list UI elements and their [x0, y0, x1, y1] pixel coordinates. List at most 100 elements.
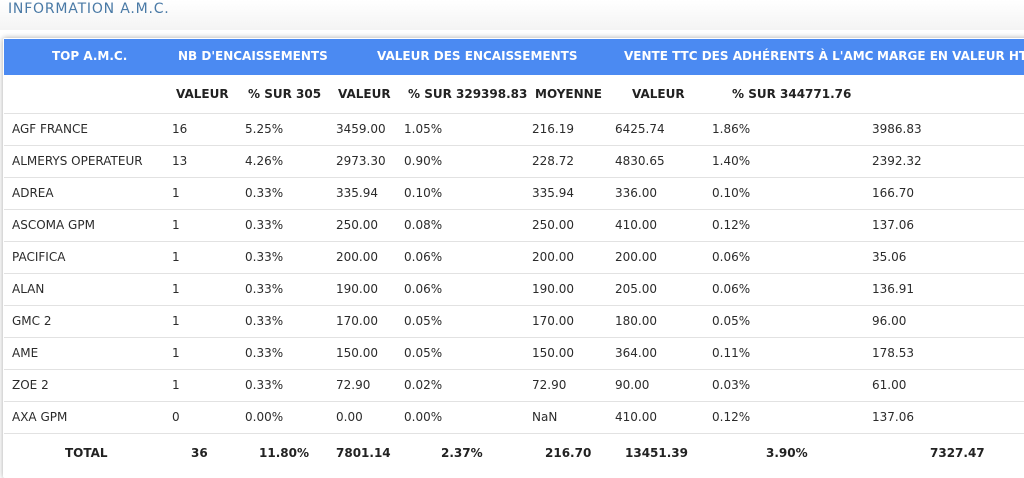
cell-nb-pct: 0.33%	[245, 282, 284, 296]
row-divider	[4, 113, 1024, 114]
header-top-amc[interactable]: TOP A.M.C.	[52, 49, 128, 63]
cell-marge: 178.53	[872, 346, 914, 360]
cell-amc-name: PACIFICA	[12, 250, 66, 264]
table-header-bar	[4, 39, 1024, 75]
cell-amc-name: ALMERYS OPERATEUR	[12, 154, 143, 168]
subheader-vente-valeur[interactable]: VALEUR	[632, 87, 685, 101]
row-divider	[4, 273, 1024, 274]
cell-vente-pct: 0.06%	[712, 282, 751, 296]
row-divider	[4, 305, 1024, 306]
header-marge[interactable]: MARGE EN VALEUR HT	[877, 49, 1024, 63]
cell-enc-valeur: 200.00	[336, 250, 378, 264]
row-divider	[4, 209, 1024, 210]
cell-marge: 96.00	[872, 314, 907, 328]
cell-enc-moyenne: 216.19	[532, 122, 574, 136]
header-valeur-encaissements[interactable]: VALEUR DES ENCAISSEMENTS	[377, 49, 578, 63]
cell-nb-valeur: 1	[172, 314, 180, 328]
cell-amc-name: AGF FRANCE	[12, 122, 88, 136]
cell-nb-pct: 0.00%	[245, 410, 284, 424]
cell-nb-pct: 0.33%	[245, 186, 284, 200]
row-divider	[4, 433, 1024, 434]
cell-marge: 136.91	[872, 282, 914, 296]
cell-nb-valeur: 0	[172, 410, 180, 424]
cell-vente-valeur: 4830.65	[615, 154, 665, 168]
cell-enc-valeur: 2973.30	[336, 154, 386, 168]
cell-amc-name: ASCOMA GPM	[12, 218, 95, 232]
cell-amc-name: ZOE 2	[12, 378, 49, 392]
cell-enc-valeur: 72.90	[336, 378, 371, 392]
cell-enc-moyenne: 228.72	[532, 154, 574, 168]
cell-enc-valeur: 190.00	[336, 282, 378, 296]
cell-enc-valeur: 3459.00	[336, 122, 386, 136]
total-marge: 7327.47	[930, 446, 985, 460]
subheader-nb-pct[interactable]: % SUR 305	[248, 87, 322, 101]
header-vente-ttc[interactable]: VENTE TTC DES ADHÉRENTS À L'AMC	[624, 49, 874, 63]
cell-nb-valeur: 1	[172, 218, 180, 232]
total-nb-pct: 11.80%	[259, 446, 309, 460]
cell-enc-pct: 0.90%	[404, 154, 443, 168]
cell-enc-moyenne: 150.00	[532, 346, 574, 360]
total-enc-moyenne: 216.70	[545, 446, 592, 460]
cell-enc-moyenne: 190.00	[532, 282, 574, 296]
cell-amc-name: ALAN	[12, 282, 45, 296]
cell-enc-valeur: 150.00	[336, 346, 378, 360]
subheader-enc-valeur[interactable]: VALEUR	[338, 87, 391, 101]
cell-amc-name: AME	[12, 346, 39, 360]
cell-enc-moyenne: 72.90	[532, 378, 567, 392]
cell-nb-valeur: 1	[172, 346, 180, 360]
total-label: TOTAL	[65, 446, 108, 460]
cell-vente-pct: 1.40%	[712, 154, 751, 168]
cell-nb-pct: 0.33%	[245, 314, 284, 328]
cell-vente-pct: 0.06%	[712, 250, 751, 264]
cell-marge: 35.06	[872, 250, 907, 264]
cell-vente-valeur: 200.00	[615, 250, 657, 264]
row-divider	[4, 337, 1024, 338]
cell-vente-pct: 0.12%	[712, 410, 751, 424]
cell-vente-pct: 0.12%	[712, 218, 751, 232]
row-divider	[4, 401, 1024, 402]
cell-marge: 61.00	[872, 378, 907, 392]
total-enc-valeur: 7801.14	[336, 446, 391, 460]
cell-amc-name: GMC 2	[12, 314, 52, 328]
cell-nb-valeur: 16	[172, 122, 188, 136]
cell-vente-pct: 0.05%	[712, 314, 751, 328]
cell-nb-valeur: 1	[172, 250, 180, 264]
cell-nb-pct: 0.33%	[245, 346, 284, 360]
header-nb-encaissements[interactable]: NB D'ENCAISSEMENTS	[178, 49, 328, 63]
cell-enc-moyenne: 335.94	[532, 186, 574, 200]
cell-vente-pct: 0.10%	[712, 186, 751, 200]
cell-enc-moyenne: NaN	[532, 410, 558, 424]
row-divider	[4, 241, 1024, 242]
cell-nb-valeur: 1	[172, 186, 180, 200]
cell-marge: 137.06	[872, 218, 914, 232]
row-divider	[4, 177, 1024, 178]
cell-enc-moyenne: 170.00	[532, 314, 574, 328]
cell-vente-pct: 1.86%	[712, 122, 751, 136]
cell-nb-valeur: 1	[172, 378, 180, 392]
page-top-strip	[0, 0, 1024, 30]
cell-amc-name: ADREA	[12, 186, 54, 200]
cell-enc-valeur: 335.94	[336, 186, 378, 200]
cell-enc-pct: 0.00%	[404, 410, 443, 424]
cell-vente-valeur: 180.00	[615, 314, 657, 328]
subheader-nb-valeur[interactable]: VALEUR	[176, 87, 229, 101]
cell-vente-valeur: 336.00	[615, 186, 657, 200]
cell-enc-pct: 0.02%	[404, 378, 443, 392]
row-divider	[4, 369, 1024, 370]
cell-amc-name: AXA GPM	[12, 410, 68, 424]
cell-nb-pct: 4.26%	[245, 154, 284, 168]
cell-enc-pct: 0.05%	[404, 346, 443, 360]
cell-vente-valeur: 410.00	[615, 410, 657, 424]
cell-nb-pct: 5.25%	[245, 122, 284, 136]
cell-nb-valeur: 13	[172, 154, 188, 168]
cell-vente-valeur: 90.00	[615, 378, 650, 392]
section-title: INFORMATION A.M.C.	[8, 1, 170, 17]
subheader-enc-moyenne[interactable]: MOYENNE	[535, 87, 602, 101]
cell-marge: 166.70	[872, 186, 914, 200]
cell-enc-pct: 0.06%	[404, 250, 443, 264]
subheader-vente-pct[interactable]: % SUR 344771.76	[732, 87, 852, 101]
subheader-enc-pct[interactable]: % SUR 329398.83	[408, 87, 528, 101]
row-divider	[4, 145, 1024, 146]
cell-enc-moyenne: 200.00	[532, 250, 574, 264]
cell-vente-valeur: 205.00	[615, 282, 657, 296]
